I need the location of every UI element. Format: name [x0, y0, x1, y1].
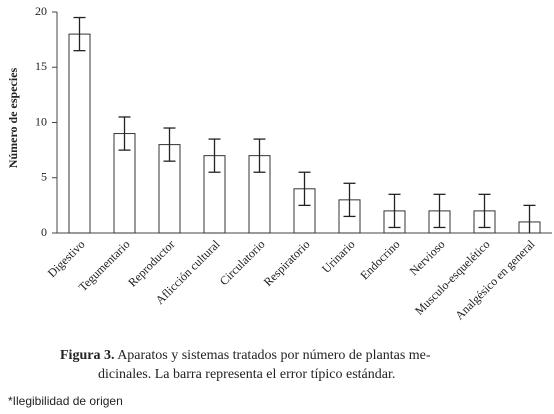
y-tick-label: 0 [41, 225, 47, 239]
y-tick-label: 5 [41, 170, 47, 184]
error-bar [208, 138, 221, 173]
caption: Figura 3. Aparatos y sistemas tratados p… [60, 348, 431, 363]
error-bar [343, 182, 356, 218]
y-axis-label: Número de especies [6, 67, 20, 168]
x-tick-label: Endocrino [357, 237, 402, 282]
error-bar [523, 204, 536, 233]
error-bar [253, 138, 266, 173]
x-tick-label: Urinario [319, 237, 358, 276]
x-tick-label: Circulatorio [217, 237, 268, 288]
error-bar [118, 116, 131, 151]
note: *Ilegibilidad de origen [8, 394, 123, 408]
x-tick-label: Respiratorio [261, 237, 313, 289]
caption-line: Aparatos y sistemas tratados por número … [117, 348, 431, 363]
y-tick-label: 10 [35, 114, 47, 128]
x-tick-label: Nervioso [407, 237, 448, 278]
x-tick-label: Analgésico en general [452, 237, 538, 323]
bar [68, 33, 91, 234]
caption-line: dicinales. La barra representa el error … [98, 367, 395, 382]
x-tick-label: Musculo-esquelético [412, 237, 493, 318]
error-bar [388, 193, 401, 229]
caption-label: Figura 3. [60, 348, 114, 363]
error-bar [163, 127, 176, 162]
error-bar [433, 193, 446, 229]
y-tick-label: 15 [35, 59, 47, 73]
error-bar [478, 193, 491, 229]
error-bar [73, 16, 86, 52]
error-bar [298, 171, 311, 207]
x-tick-label: Digestivo [45, 237, 88, 280]
y-tick-label: 20 [35, 4, 47, 18]
